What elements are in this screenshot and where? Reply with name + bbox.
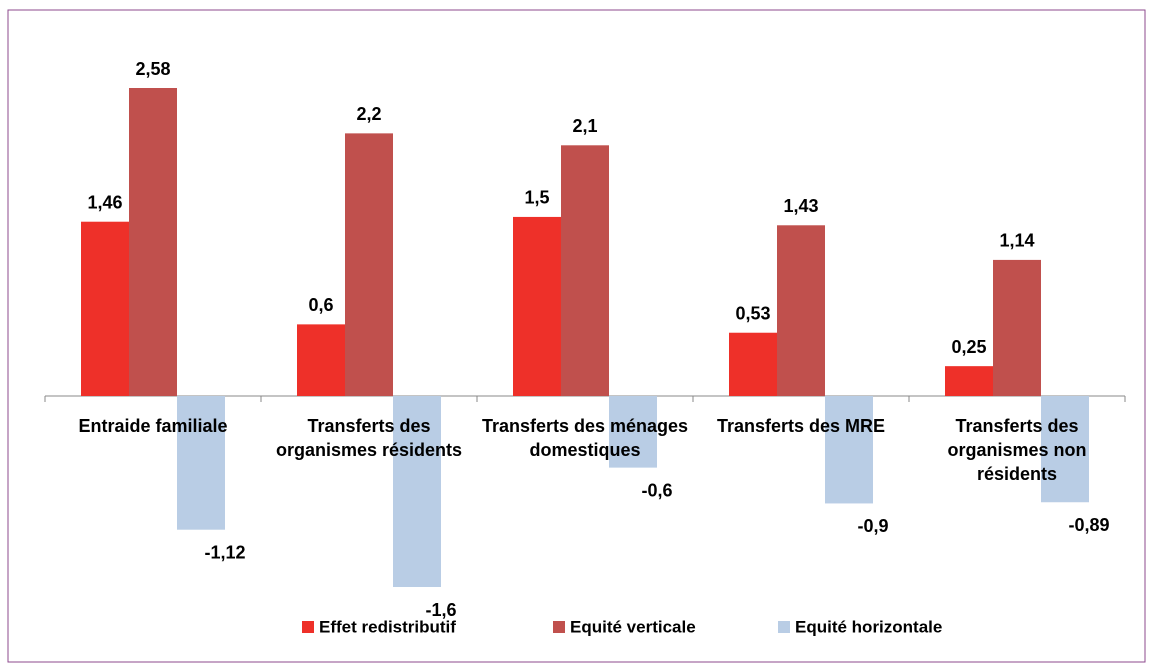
bar bbox=[393, 396, 441, 588]
bar bbox=[1041, 396, 1089, 503]
bar bbox=[561, 145, 609, 396]
legend-label: Equité verticale bbox=[570, 617, 696, 636]
value-label: -0,89 bbox=[1068, 515, 1109, 535]
value-label: 1,5 bbox=[524, 188, 549, 208]
legend-swatch bbox=[778, 621, 790, 633]
value-label: -0,6 bbox=[641, 480, 672, 500]
legend-label: Effet redistributif bbox=[319, 617, 456, 636]
bar bbox=[777, 225, 825, 396]
bar bbox=[825, 396, 873, 504]
x-tick-label: Transferts des organismes résidents bbox=[275, 416, 463, 460]
bar bbox=[129, 88, 177, 396]
bar bbox=[177, 396, 225, 530]
x-tick-label: Transferts des organismes non résidents bbox=[947, 416, 1087, 484]
bar bbox=[513, 216, 561, 396]
value-label: 0,25 bbox=[951, 337, 986, 357]
bar bbox=[81, 221, 129, 396]
x-tick-label: Transferts des MRE bbox=[716, 416, 886, 436]
value-label: -1,6 bbox=[425, 600, 456, 620]
legend-swatch bbox=[302, 621, 314, 633]
bar bbox=[729, 332, 777, 396]
value-label: 2,58 bbox=[135, 59, 170, 79]
value-label: 1,43 bbox=[783, 196, 818, 216]
value-label: 1,46 bbox=[87, 192, 122, 212]
value-label: -1,12 bbox=[204, 542, 245, 562]
value-label: 0,53 bbox=[735, 303, 770, 323]
value-label: 0,6 bbox=[308, 295, 333, 315]
bar bbox=[609, 396, 657, 468]
bar bbox=[945, 366, 993, 396]
value-label: 2,1 bbox=[572, 116, 597, 136]
x-tick-label: Transferts des ménages domestiques bbox=[481, 416, 689, 460]
legend-label: Equité horizontale bbox=[795, 617, 942, 636]
bar bbox=[993, 259, 1041, 396]
x-tick-label: Entraide familiale bbox=[78, 416, 228, 436]
value-label: 2,2 bbox=[356, 104, 381, 124]
legend-swatch bbox=[553, 621, 565, 633]
value-label: 1,14 bbox=[999, 231, 1034, 251]
bar bbox=[297, 324, 345, 396]
frame bbox=[7, 9, 1146, 663]
bar bbox=[345, 133, 393, 397]
value-label: -0,9 bbox=[857, 516, 888, 536]
